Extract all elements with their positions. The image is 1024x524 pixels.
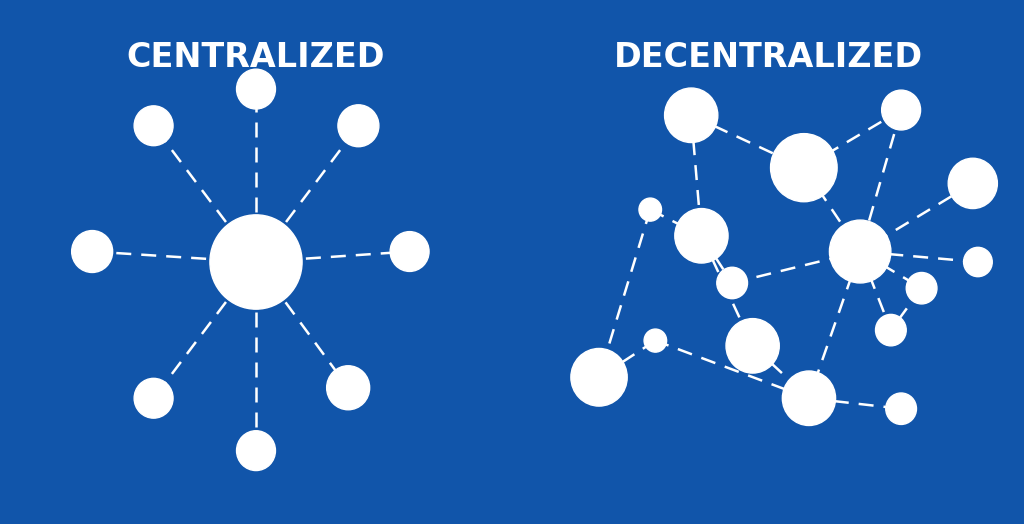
Circle shape <box>327 366 370 410</box>
Circle shape <box>210 215 302 309</box>
Circle shape <box>72 231 113 272</box>
Circle shape <box>644 329 667 352</box>
Circle shape <box>390 232 429 271</box>
Circle shape <box>237 69 275 109</box>
Circle shape <box>829 220 891 283</box>
Circle shape <box>237 431 275 471</box>
Text: CENTRALIZED: CENTRALIZED <box>127 41 385 74</box>
Circle shape <box>665 88 718 143</box>
Circle shape <box>675 209 728 263</box>
Circle shape <box>571 348 627 406</box>
Circle shape <box>134 378 173 418</box>
Circle shape <box>134 106 173 146</box>
Circle shape <box>770 134 837 202</box>
Circle shape <box>882 90 921 130</box>
Circle shape <box>639 198 662 221</box>
Text: DECENTRALIZED: DECENTRALIZED <box>613 41 923 74</box>
Circle shape <box>964 247 992 277</box>
Circle shape <box>782 371 836 425</box>
Circle shape <box>948 158 997 209</box>
Circle shape <box>886 393 916 424</box>
Circle shape <box>906 272 937 304</box>
Circle shape <box>338 105 379 147</box>
Circle shape <box>726 319 779 373</box>
Circle shape <box>876 314 906 346</box>
Circle shape <box>717 267 748 299</box>
